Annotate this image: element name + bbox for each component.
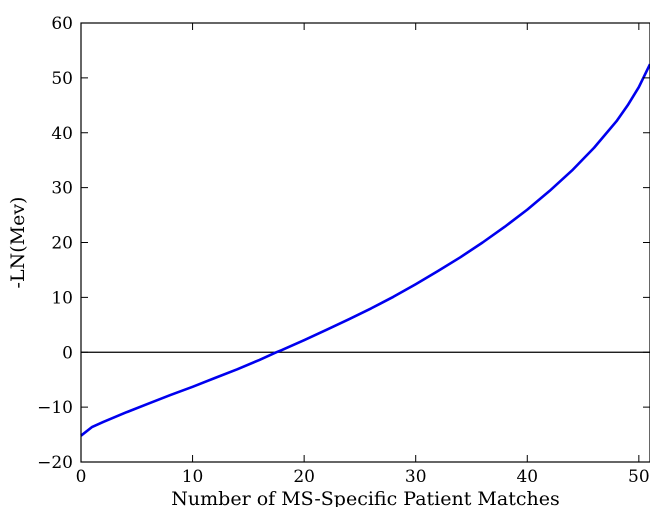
y-tick-label: 50 <box>51 69 73 89</box>
y-tick-label: 10 <box>51 288 73 308</box>
x-tick-label: 10 <box>182 467 204 487</box>
series-line-0 <box>80 63 650 437</box>
y-tick-label: 40 <box>51 124 73 144</box>
y-tick-label: 20 <box>51 234 73 254</box>
x-tick-label: 20 <box>293 467 315 487</box>
x-tick-label: 0 <box>76 467 87 487</box>
y-tick-label: 0 <box>62 343 73 363</box>
y-tick-label: 60 <box>51 14 73 34</box>
y-axis-label: -LN(Mev) <box>7 197 29 289</box>
plot-area <box>80 63 650 437</box>
x-tick-label: 30 <box>405 467 427 487</box>
x-tick-label: 50 <box>628 467 650 487</box>
x-axis: 0 10 20 30 40 50 <box>76 23 650 487</box>
x-axis-label: Number of MS-Specific Patient Matches <box>171 488 559 507</box>
y-tick-label: 30 <box>51 179 73 199</box>
x-tick-label: 40 <box>516 467 538 487</box>
y-tick-label: −10 <box>37 398 73 418</box>
y-tick-label: −20 <box>37 453 73 473</box>
y-axis: −20 −10 0 10 20 30 40 50 60 <box>37 14 650 473</box>
